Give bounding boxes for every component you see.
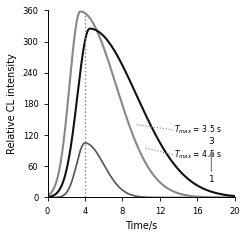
Text: $T_{max}$ = 4.5 s: $T_{max}$ = 4.5 s bbox=[174, 149, 222, 161]
Text: 1: 1 bbox=[208, 175, 214, 184]
Text: $T_{max}$ = 3.5 s: $T_{max}$ = 3.5 s bbox=[174, 124, 222, 136]
Y-axis label: Relative CL intensity: Relative CL intensity bbox=[7, 54, 17, 154]
Text: 3: 3 bbox=[208, 137, 214, 146]
X-axis label: Time/s: Time/s bbox=[125, 221, 157, 231]
